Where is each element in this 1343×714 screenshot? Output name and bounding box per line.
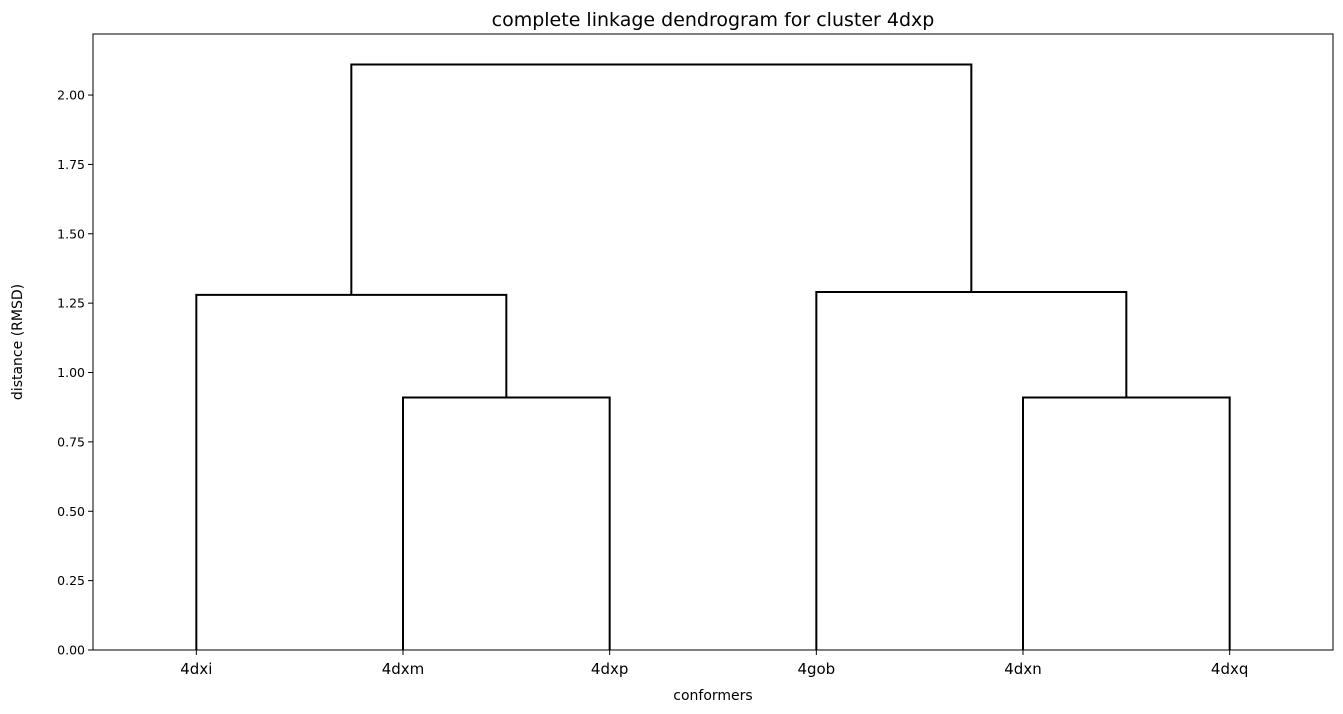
link-0 (402, 396, 611, 650)
link-3 (815, 291, 1128, 650)
y-tick-label: 0.00 (57, 643, 85, 658)
x-axis-label: conformers (673, 688, 752, 704)
leaf-label-4gob: 4gob (797, 660, 835, 678)
link-2 (195, 293, 508, 650)
leaf-label-4dxm: 4dxm (382, 660, 425, 678)
link-1 (1022, 396, 1231, 650)
x-axis: 4dxi 4dxm 4dxp 4gob 4dxn 4dxq (180, 650, 1248, 678)
leaf-label-4dxq: 4dxq (1211, 660, 1248, 678)
chart-title: complete linkage dendrogram for cluster … (492, 9, 935, 31)
y-tick-label: 1.75 (57, 157, 85, 172)
y-tick-label: 1.25 (57, 296, 85, 311)
leaf-label-4dxn: 4dxn (1004, 660, 1041, 678)
y-axis: 0.00 0.25 0.50 0.75 1.00 1.25 1.50 1.75 2.00 (57, 88, 93, 658)
link-4 (350, 63, 973, 295)
y-tick-label: 0.75 (57, 434, 85, 449)
y-tick-label: 2.00 (57, 88, 85, 103)
y-tick-label: 1.00 (57, 365, 85, 380)
plot-frame (92, 33, 1334, 651)
y-tick-label: 0.25 (57, 573, 85, 588)
y-axis-label: distance (RMSD) (10, 284, 26, 400)
leaf-label-4dxp: 4dxp (591, 660, 628, 678)
leaf-label-4dxi: 4dxi (180, 660, 212, 678)
y-tick-label: 0.50 (57, 504, 85, 519)
dendrogram-links (195, 63, 1231, 650)
y-tick-label: 1.50 (57, 226, 85, 241)
